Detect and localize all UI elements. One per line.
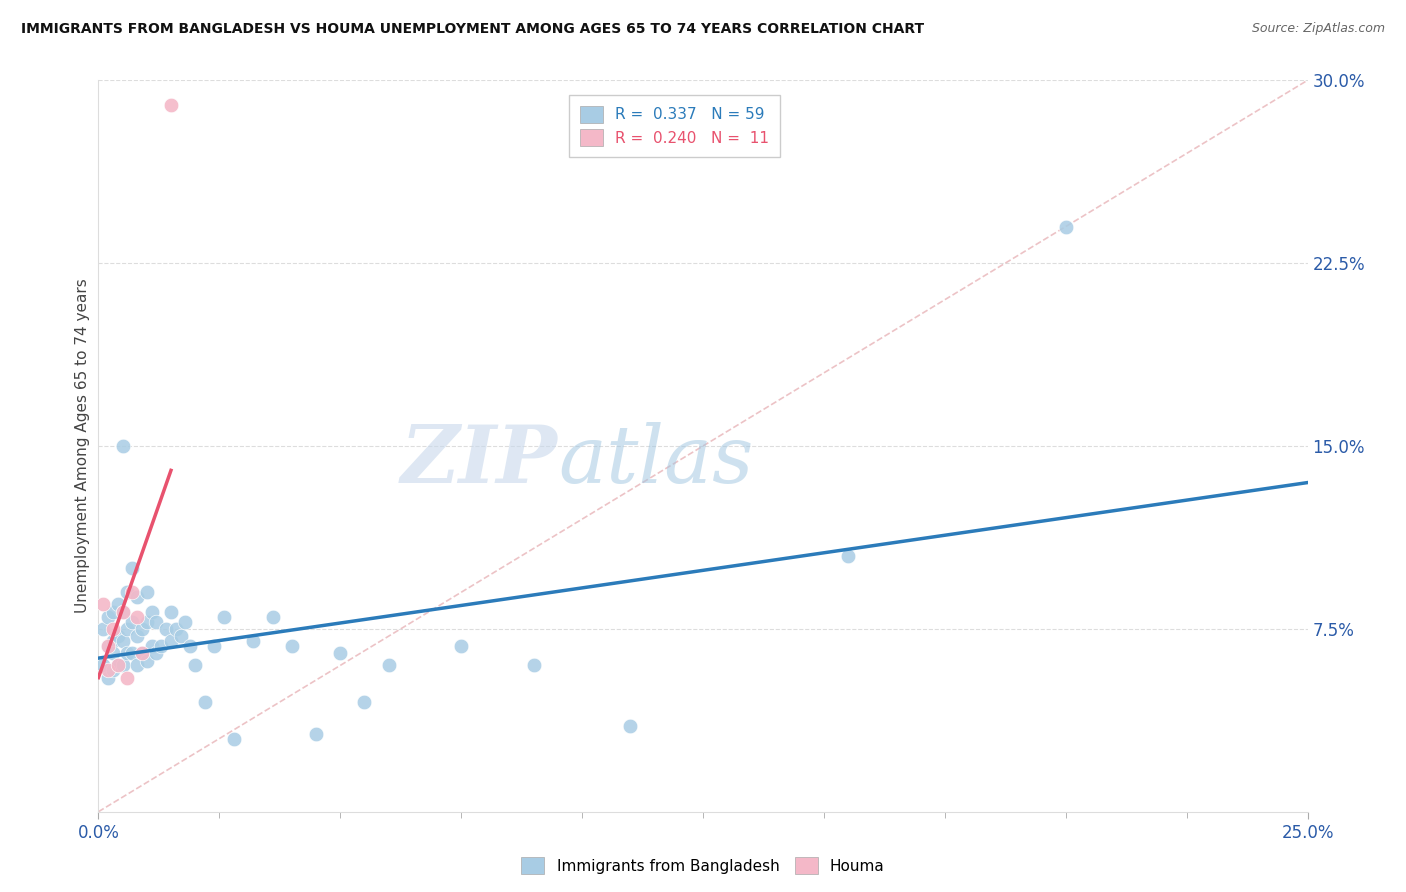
Point <box>117 622 139 636</box>
Point <box>117 671 139 685</box>
Point <box>184 658 207 673</box>
Point <box>145 615 167 629</box>
Point <box>837 549 859 563</box>
Point <box>97 663 120 677</box>
Point <box>174 615 197 629</box>
Text: ZIP: ZIP <box>401 422 558 500</box>
Point <box>135 654 157 668</box>
Point <box>204 639 226 653</box>
Point <box>121 561 143 575</box>
Point <box>242 634 264 648</box>
Point <box>131 646 153 660</box>
Point <box>377 658 399 673</box>
Point <box>222 731 245 746</box>
Point <box>111 658 134 673</box>
Point <box>121 615 143 629</box>
Point <box>145 646 167 660</box>
Point <box>91 622 114 636</box>
Point <box>155 622 177 636</box>
Point <box>97 639 120 653</box>
Point <box>107 629 129 643</box>
Point <box>121 646 143 660</box>
Point <box>141 639 163 653</box>
Point <box>117 646 139 660</box>
Point <box>179 639 201 653</box>
Point <box>101 634 124 648</box>
Point <box>1054 219 1077 234</box>
Point <box>150 639 173 653</box>
Point <box>262 609 284 624</box>
Point <box>97 609 120 624</box>
Point <box>165 622 187 636</box>
Y-axis label: Unemployment Among Ages 65 to 74 years: Unemployment Among Ages 65 to 74 years <box>75 278 90 614</box>
Point <box>127 658 149 673</box>
Point <box>121 585 143 599</box>
Point <box>101 605 124 619</box>
Point <box>127 609 149 624</box>
Point <box>101 622 124 636</box>
Point <box>169 629 191 643</box>
Point <box>160 634 183 648</box>
Point <box>127 590 149 604</box>
Point <box>117 585 139 599</box>
Legend: Immigrants from Bangladesh, Houma: Immigrants from Bangladesh, Houma <box>516 851 890 880</box>
Point <box>131 646 153 660</box>
Text: IMMIGRANTS FROM BANGLADESH VS HOUMA UNEMPLOYMENT AMONG AGES 65 TO 74 YEARS CORRE: IMMIGRANTS FROM BANGLADESH VS HOUMA UNEM… <box>21 22 924 37</box>
Text: atlas: atlas <box>558 422 754 500</box>
Point <box>97 639 120 653</box>
Point <box>281 639 304 653</box>
Point <box>523 658 546 673</box>
Point <box>160 605 183 619</box>
Point <box>111 605 134 619</box>
Legend: R =  0.337   N = 59, R =  0.240   N =  11: R = 0.337 N = 59, R = 0.240 N = 11 <box>569 95 780 157</box>
Point <box>212 609 235 624</box>
Point <box>91 658 114 673</box>
Point <box>353 695 375 709</box>
Point <box>135 585 157 599</box>
Point <box>135 615 157 629</box>
Point <box>450 639 472 653</box>
Point <box>101 663 124 677</box>
Point <box>160 97 183 112</box>
Point <box>91 598 114 612</box>
Point <box>97 671 120 685</box>
Point <box>141 605 163 619</box>
Point <box>131 622 153 636</box>
Point <box>111 634 134 648</box>
Point <box>107 598 129 612</box>
Text: Source: ZipAtlas.com: Source: ZipAtlas.com <box>1251 22 1385 36</box>
Point <box>305 727 328 741</box>
Point <box>619 719 641 733</box>
Point <box>101 646 124 660</box>
Point <box>194 695 217 709</box>
Point <box>107 658 129 673</box>
Point <box>111 605 134 619</box>
Point <box>111 439 134 453</box>
Point <box>329 646 352 660</box>
Point <box>107 658 129 673</box>
Point <box>127 629 149 643</box>
